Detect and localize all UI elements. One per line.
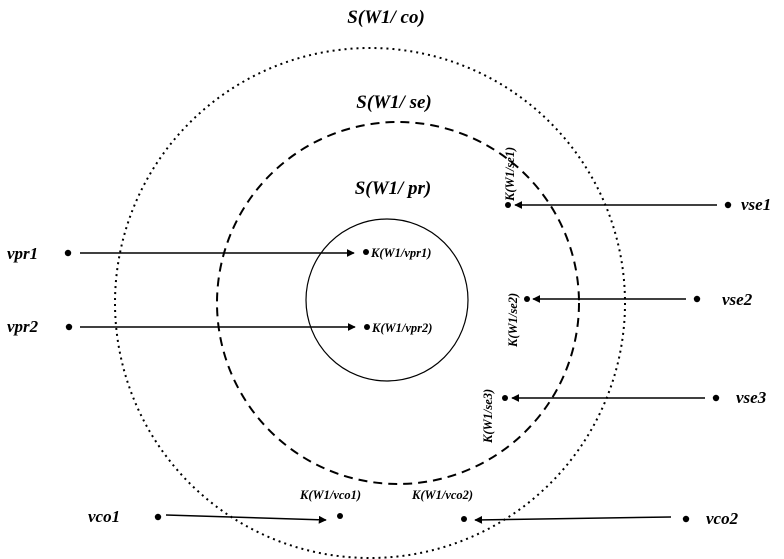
vpr2-label: vpr2 — [7, 317, 39, 336]
outer-dotted-circle — [114, 47, 626, 559]
k-vpr2-dot — [364, 324, 370, 330]
outer-set-label: S(W1/ co) — [347, 7, 425, 28]
vse2-label: vse2 — [722, 290, 753, 309]
middle-dashed-circle — [216, 121, 580, 485]
k-vpr1-label: K(W1/vpr1) — [370, 246, 431, 260]
k-vpr1-dot — [363, 249, 369, 255]
k-se2-dot — [524, 296, 530, 302]
vco2-label: vco2 — [706, 509, 739, 528]
vse1-dot — [724, 201, 732, 209]
k-vco1-dot — [337, 513, 343, 519]
vpr1-label: vpr1 — [7, 244, 38, 263]
inner-solid-circle — [305, 218, 469, 382]
k-se3-dot — [502, 395, 508, 401]
vco1-label: vco1 — [88, 507, 120, 526]
vco1-dot — [154, 513, 162, 521]
k-vco2-dot — [461, 516, 467, 522]
middle-set-label: S(W1/ se) — [356, 92, 431, 113]
vse2-dot — [693, 295, 701, 303]
k-se3-label: K(W1/se3) — [481, 389, 495, 444]
k-vpr2-label: K(W1/vpr2) — [371, 321, 432, 335]
k-vco2-label: K(W1/vco2) — [411, 488, 473, 502]
inner-set-label: S(W1/ pr) — [355, 178, 432, 199]
vco2-arrow — [474, 515, 672, 524]
k-se1-dot — [505, 202, 511, 208]
k-se1-label: K(W1/se1) — [503, 147, 517, 202]
vco1-arrow — [165, 514, 327, 524]
vpr1-dot — [64, 249, 72, 257]
k-se2-label: K(W1/se2) — [506, 293, 520, 348]
k-vco1-label: K(W1/vco1) — [299, 488, 361, 502]
vpr2-dot — [65, 323, 73, 331]
vco2-dot — [682, 515, 690, 523]
vse1-label: vse1 — [741, 195, 771, 214]
vse3-dot — [712, 394, 720, 402]
vse3-label: vse3 — [736, 388, 767, 407]
